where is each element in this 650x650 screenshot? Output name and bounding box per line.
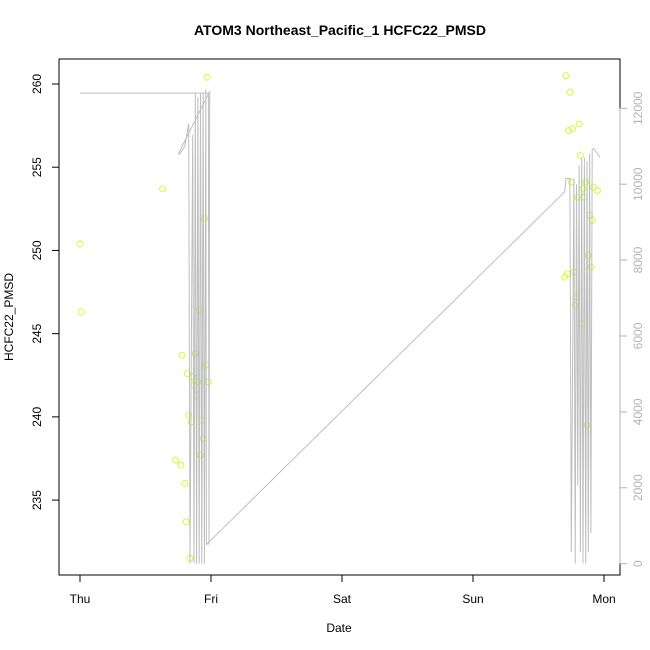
x-tick-label: Fri xyxy=(204,592,218,606)
data-point xyxy=(593,186,601,194)
data-point xyxy=(566,88,574,96)
plot-box xyxy=(58,58,621,576)
x-tick-label: Thu xyxy=(70,592,91,606)
data-point xyxy=(203,73,211,81)
data-point xyxy=(185,411,193,419)
x-tick-label: Mon xyxy=(592,592,615,606)
data-point xyxy=(590,183,598,191)
data-point xyxy=(579,185,587,193)
x-tick-label: Sat xyxy=(333,592,352,606)
y2-tick-label: 4000 xyxy=(631,398,645,425)
y-tick-label: 260 xyxy=(30,74,44,94)
data-point xyxy=(182,518,190,526)
y-tick-label: 250 xyxy=(30,240,44,260)
y-tick-label: 245 xyxy=(30,323,44,343)
y2-tick-label: 6000 xyxy=(631,322,645,349)
data-point xyxy=(582,178,590,186)
chart-title: ATOM3 Northeast_Pacific_1 HCFC22_PMSD xyxy=(194,22,486,38)
data-point xyxy=(172,456,180,464)
y2-tick-label: 0 xyxy=(631,560,645,567)
data-point xyxy=(159,185,167,193)
data-point xyxy=(565,127,573,135)
data-point xyxy=(567,178,575,186)
data-point xyxy=(76,240,84,248)
y-tick-label: 255 xyxy=(30,157,44,177)
data-point xyxy=(183,370,191,378)
data-point xyxy=(178,351,186,359)
data-point xyxy=(200,215,208,223)
x-tick-label: Sun xyxy=(462,592,483,606)
y2-tick-label: 8000 xyxy=(631,246,645,273)
data-point xyxy=(181,479,189,487)
data-point xyxy=(77,308,85,316)
data-point xyxy=(575,120,583,128)
y-axis-label: HCFC22_PMSD xyxy=(2,273,16,361)
series-line xyxy=(80,89,601,564)
x-axis-label: Date xyxy=(326,621,352,635)
data-point xyxy=(177,461,185,469)
y2-tick-label: 12000 xyxy=(631,91,645,125)
y2-tick-label: 10000 xyxy=(631,167,645,201)
data-point xyxy=(197,451,205,459)
y-tick-label: 235 xyxy=(30,490,44,510)
y-tick-label: 240 xyxy=(30,407,44,427)
data-point xyxy=(587,263,595,271)
data-point xyxy=(576,152,584,160)
y2-tick-label: 2000 xyxy=(631,474,645,501)
data-point xyxy=(569,125,577,133)
data-point xyxy=(574,193,582,201)
data-point xyxy=(562,72,570,80)
data-point xyxy=(584,251,592,259)
